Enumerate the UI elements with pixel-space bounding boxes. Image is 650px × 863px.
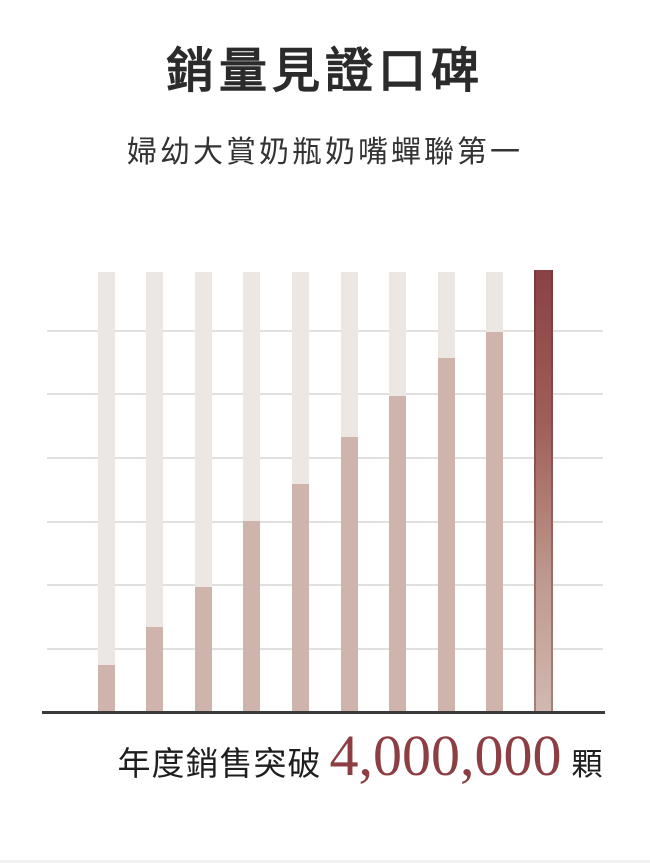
page-bottom-border	[0, 860, 650, 863]
bar-track	[146, 272, 164, 713]
bar-fill	[194, 587, 212, 713]
bar-track	[243, 272, 261, 713]
gridline	[47, 329, 603, 332]
gridline	[47, 456, 603, 459]
bar-fill	[243, 521, 261, 713]
caption: 年度銷售突破 4,000,000 顆	[0, 727, 650, 785]
page-title: 銷量見證口碑	[165, 45, 484, 98]
page-subtitle: 婦幼大賞奶瓶奶嘴蟬聯第一	[127, 136, 523, 169]
bar-fill	[340, 437, 358, 713]
bar-fill	[486, 331, 504, 713]
bar-track	[389, 272, 407, 713]
gridline	[47, 520, 603, 523]
bar-fill	[97, 664, 115, 713]
bar-track	[437, 272, 455, 713]
bar-track	[486, 272, 504, 713]
caption-prefix: 年度銷售突破	[117, 747, 322, 783]
bar-highlight	[533, 270, 553, 713]
bar-fill	[291, 483, 309, 713]
x-axis-baseline	[42, 711, 605, 714]
caption-suffix: 顆	[571, 747, 603, 782]
bar-track	[291, 272, 309, 713]
bar-fill	[437, 358, 455, 713]
gridline	[47, 584, 603, 587]
bar-fill	[389, 395, 407, 713]
bar-track	[97, 272, 115, 713]
gridline	[47, 648, 603, 650]
bar-track	[194, 272, 212, 713]
caption-number: 4,000,000	[329, 723, 562, 788]
bar-fill	[146, 627, 164, 713]
bar-track	[340, 272, 358, 713]
gridline	[47, 393, 603, 396]
